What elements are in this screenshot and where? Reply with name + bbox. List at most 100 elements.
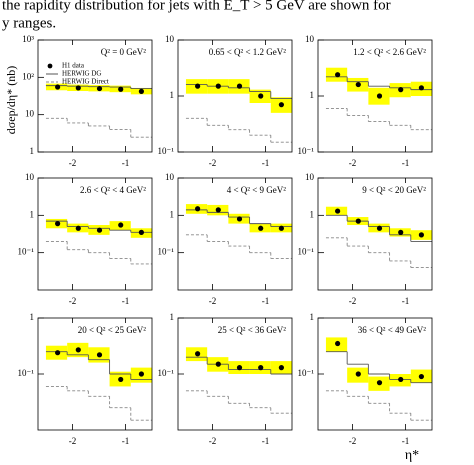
y-tick-label: 10⁻¹ [298,247,315,257]
data-point [75,225,81,231]
plot-area [185,347,292,414]
y-tick-label: 10⁻¹ [298,146,315,156]
body-text: the rapidity distribution for jets with … [2,0,391,13]
y-tick-label: 10 [305,172,315,182]
y-tick-label: 10⁻¹ [18,247,35,257]
data-point [376,380,383,386]
legend-marker [47,63,53,69]
data-point [335,72,341,78]
data-point [335,340,341,347]
x-tick-label: -2 [349,296,357,306]
x-tick-label: -1 [402,436,410,446]
data-point [258,93,264,99]
y-tick-label: 1 [170,312,175,322]
x-tick-label: -2 [209,296,217,306]
legend-label: HERWIG Direct [62,78,109,86]
y-tick-label: 1 [310,312,315,322]
y-tick-label: 10² [22,71,34,81]
plot-area [185,79,292,143]
data-point [418,373,424,380]
x-tick-label: -2 [349,436,357,446]
y-tick-label: 1 [170,90,175,100]
data-point [376,225,383,231]
data-point [236,365,243,371]
y-tick-label: 1 [310,90,315,100]
x-tick-label: -2 [69,436,77,446]
y-tick-label: 1 [170,209,175,219]
x-tick-label: -1 [262,436,270,446]
data-point [355,81,361,88]
data-point [55,84,61,90]
axes-frame [37,177,153,291]
plot-area [325,206,432,268]
data-point [75,85,81,91]
y-tick-label: 1 [30,312,35,322]
x-tick-label: -2 [349,158,357,168]
plot-area [45,218,152,265]
x-axis-label: η* [405,448,419,463]
y-tick-label: 10⁻¹ [158,247,175,257]
data-point [96,227,103,233]
y-tick-label: 10 [165,34,175,44]
y-tick-label: 10⁻¹ [18,368,35,378]
data-point [335,208,341,214]
x-tick-label: -1 [402,158,410,168]
data-point [398,229,404,235]
data-point [278,102,284,108]
panel-title: 36 < Q² < 49 GeV² [358,325,427,335]
data-point [418,85,424,91]
legend-label: H1 data [62,62,85,70]
panel-title: 9 < Q² < 20 GeV² [362,185,426,195]
plot-area [45,342,152,421]
data-point [236,216,243,222]
data-point [138,88,144,94]
y-tick-label: 10⁻¹ [158,146,175,156]
data-point [278,225,284,231]
data-point [215,361,221,367]
axes-frame [317,177,433,291]
plot-area [185,204,292,259]
y-tick-label: 10⁻¹ [158,368,175,378]
x-tick-label: -1 [122,296,130,306]
x-tick-label: -1 [122,158,130,168]
data-point [55,221,61,227]
y-tick-label: 10 [165,172,175,182]
panel-title: 20 < Q² < 25 GeV² [78,325,147,335]
data-point [258,225,264,231]
x-tick-label: -1 [262,158,270,168]
data-point [236,83,243,89]
axes-frame [37,39,153,153]
y-tick-label: 10³ [22,34,34,44]
x-tick-label: -2 [69,296,77,306]
y-tick-label: 1 [310,209,315,219]
data-point [355,371,361,377]
data-point [118,376,124,383]
x-tick-label: -1 [262,296,270,306]
data-point [398,87,404,93]
data-point [55,350,61,356]
data-point [376,93,383,99]
panel-title: 25 < Q² < 36 GeV² [218,325,287,335]
data-point [215,83,221,89]
x-tick-label: -2 [209,158,217,168]
panel-title: 4 < Q² < 9 GeV² [227,185,287,195]
y-axis-label: dσep/dη* (nb) [4,66,18,134]
legend-label: HERWIG DG [62,70,101,78]
panel-title: 1.2 < Q² < 2.6 GeV² [353,47,426,57]
y-tick-label: 10⁻¹ [298,368,315,378]
data-point [96,85,103,92]
body-text: y ranges. [2,15,56,31]
data-point [75,347,81,353]
plot-area [45,83,152,138]
y-tick-label: 10 [25,109,35,119]
data-point [195,206,201,212]
panel-title: Q² = 0 GeV² [101,47,147,57]
y-tick-label: 1 [30,146,35,156]
x-tick-label: -2 [209,436,217,446]
data-point [398,376,404,383]
panel-title: 2.6 < Q² < 4 GeV² [80,185,146,195]
data-point [195,351,201,357]
x-tick-label: -2 [69,158,77,168]
data-point [138,371,144,377]
